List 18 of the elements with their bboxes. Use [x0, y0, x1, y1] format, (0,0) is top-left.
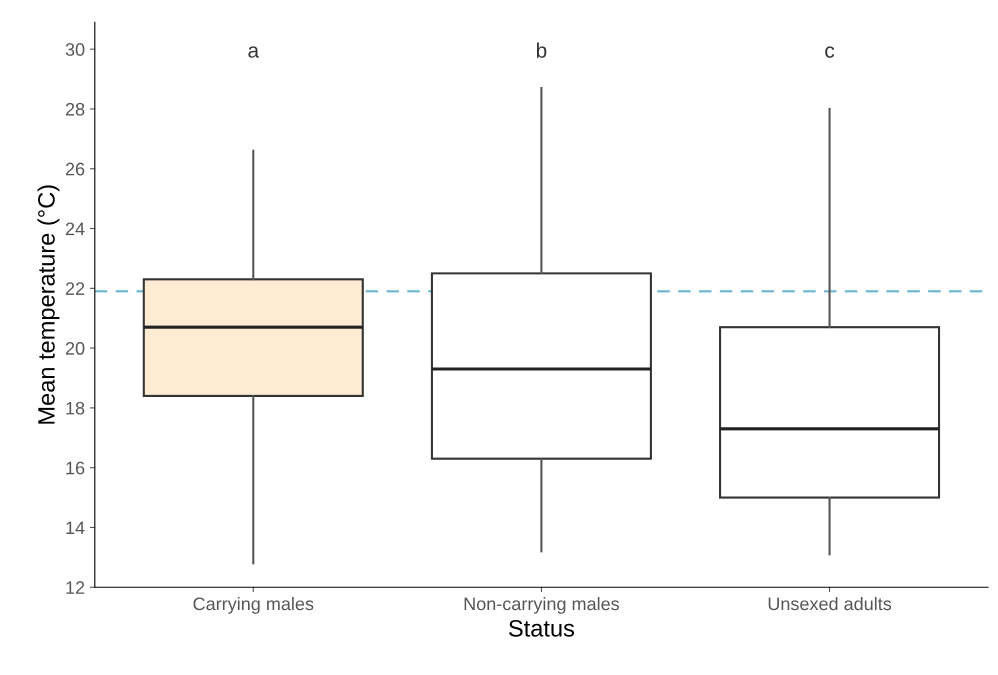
y-tick-label: 16 [66, 462, 84, 474]
annotation: a [248, 46, 260, 58]
x-tick-label: Non-carrying males [464, 596, 620, 614]
y-tick-label: 26 [66, 162, 84, 176]
x-tick-label: Unsexed adults [768, 596, 892, 610]
x-tick-label: Carrying males [194, 596, 314, 614]
y-axis-title: Mean temperature (°C) [37, 185, 60, 424]
y-tick-label: 28 [66, 102, 84, 116]
annotation: c [825, 46, 834, 58]
y-tick-label: 18 [66, 402, 84, 415]
annotation: b [536, 42, 546, 58]
y-tick-label: 20 [66, 342, 84, 355]
y-tick-label: 14 [66, 522, 85, 534]
y-tick-label: 30 [66, 43, 84, 56]
y-tick-label: 22 [66, 282, 84, 295]
y-tick-label: 12 [66, 581, 84, 594]
x-axis-title: Status [509, 620, 574, 637]
y-tick-label: 24 [66, 222, 85, 236]
